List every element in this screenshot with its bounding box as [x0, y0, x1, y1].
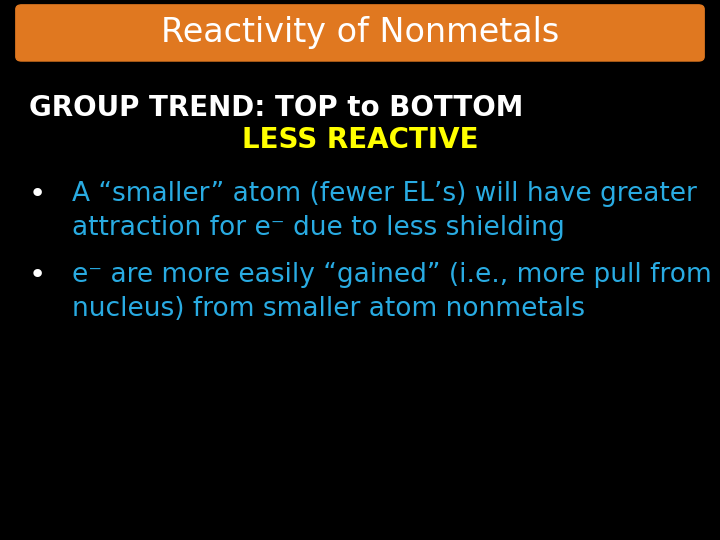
Text: •: •	[29, 180, 46, 208]
Text: Reactivity of Nonmetals: Reactivity of Nonmetals	[161, 16, 559, 50]
Text: GROUP TREND: TOP to BOTTOM: GROUP TREND: TOP to BOTTOM	[29, 94, 523, 122]
Text: LESS REACTIVE: LESS REACTIVE	[242, 126, 478, 154]
Text: attraction for e⁻ due to less shielding: attraction for e⁻ due to less shielding	[72, 215, 564, 241]
FancyBboxPatch shape	[16, 5, 704, 61]
Text: e⁻ are more easily “gained” (i.e., more pull from: e⁻ are more easily “gained” (i.e., more …	[72, 262, 712, 288]
Text: nucleus) from smaller atom nonmetals: nucleus) from smaller atom nonmetals	[72, 296, 585, 322]
Text: A “smaller” atom (fewer EL’s) will have greater: A “smaller” atom (fewer EL’s) will have …	[72, 181, 697, 207]
Text: •: •	[29, 261, 46, 289]
